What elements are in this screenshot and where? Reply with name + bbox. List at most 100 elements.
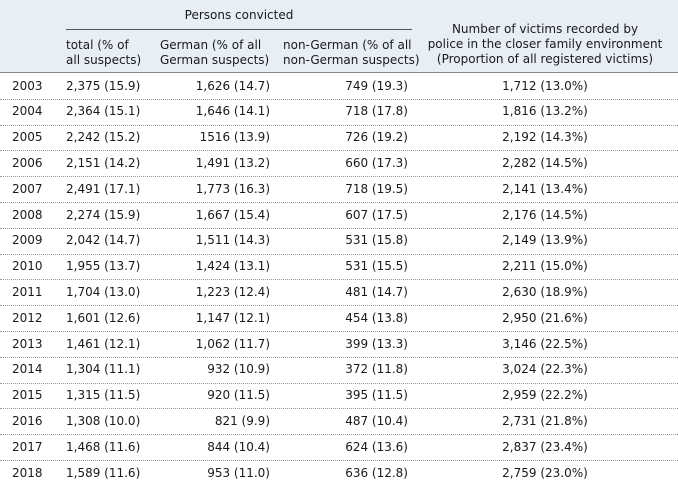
data-cell: 2,630 (18.9%) [502,284,588,299]
row-separator [0,176,678,177]
data-cell: 1,461 (12.1) [66,336,141,351]
data-cell: 2,149 (13.9%) [502,233,588,248]
data-cell: 2,141 (13.4%) [502,181,588,196]
row-separator [0,202,678,203]
data-cell: 1,147 (12.1) [195,310,270,325]
header-background [0,0,678,72]
data-cell: 531 (15.5) [345,259,408,274]
data-cell: 1,955 (13.7) [66,259,141,274]
data-cell: 718 (19.5) [345,181,408,196]
data-cell: 920 (11.5) [207,388,270,403]
year-cell: 2018 [12,465,43,480]
data-cell: 2,731 (21.8%) [502,413,588,428]
data-cell: 726 (19.2) [345,130,408,145]
data-cell: 2,282 (14.5%) [502,155,588,170]
column-header: police in the closer family environment [427,37,663,51]
data-cell: 2,192 (14.3%) [502,130,588,145]
year-cell: 2013 [12,336,43,351]
data-cell: 3,146 (22.5%) [502,336,588,351]
column-header: total (% of [66,38,129,52]
column-header: German suspects) [160,53,270,67]
data-cell: 2,364 (15.1) [66,104,141,119]
data-cell: 660 (17.3) [345,155,408,170]
data-cell: 624 (13.6) [345,439,408,454]
data-cell: 1,712 (13.0%) [502,78,588,93]
data-cell: 2,211 (15.0%) [502,259,588,274]
data-cell: 3,024 (22.3%) [502,362,588,377]
data-cell: 2,950 (21.6%) [502,310,588,325]
column-header: German (% of all [160,38,262,52]
year-cell: 2014 [12,362,43,377]
data-cell: 1,315 (11.5) [66,388,141,403]
data-cell: 372 (11.8) [345,362,408,377]
data-cell: 749 (19.3) [345,78,408,93]
row-separator [0,460,678,461]
year-cell: 2007 [12,181,43,196]
data-cell: 2,959 (22.2%) [502,388,588,403]
year-cell: 2011 [12,284,43,299]
data-cell: 2,375 (15.9) [66,78,141,93]
year-cell: 2003 [12,78,43,93]
year-cell: 2006 [12,155,43,170]
data-cell: 1,589 (11.6) [66,465,141,480]
column-header: non-German (% of all [283,38,412,52]
column-header: (Proportion of all registered victims) [436,52,654,66]
data-cell: 1,223 (12.4) [195,284,270,299]
data-cell: 1,491 (13.2) [195,155,270,170]
row-separator [0,305,678,306]
group-header: Persons convicted [184,8,294,22]
column-header: non-German suspects) [283,53,420,67]
data-cell: 2,242 (15.2) [66,130,141,145]
column-header: all suspects) [66,53,142,67]
year-cell: 2009 [12,233,43,248]
data-cell: 1,667 (15.4) [195,207,270,222]
row-separator [0,279,678,280]
row-separator [0,254,678,255]
row-separator [0,434,678,435]
row-separator [0,408,678,409]
data-cell: 399 (13.3) [345,336,408,351]
data-cell: 2,837 (23.4%) [502,439,588,454]
data-cell: 844 (10.4) [207,439,270,454]
data-cell: 953 (11.0) [207,465,270,480]
row-separator [0,383,678,384]
data-cell: 2,759 (23.0%) [502,465,588,480]
year-cell: 2016 [12,413,43,428]
year-cell: 2015 [12,388,43,403]
data-cell: 1,304 (11.1) [66,362,141,377]
row-separator [0,357,678,358]
data-cell: 454 (13.8) [345,310,408,325]
data-cell: 2,176 (14.5%) [502,207,588,222]
row-separator [0,99,678,100]
row-separator [0,150,678,151]
data-cell: 2,274 (15.9) [66,207,141,222]
year-cell: 2012 [12,310,43,325]
data-cell: 1,704 (13.0) [66,284,141,299]
data-cell: 395 (11.5) [345,388,408,403]
data-cell: 1,601 (12.6) [66,310,141,325]
group-underline [66,29,412,30]
year-cell: 2004 [12,104,43,119]
data-cell: 1,424 (13.1) [195,259,270,274]
year-cell: 2008 [12,207,43,222]
data-cell: 1,062 (11.7) [195,336,270,351]
column-header: Number of victims recorded by [451,22,639,36]
data-cell: 2,151 (14.2) [66,155,141,170]
data-cell: 2,491 (17.1) [66,181,141,196]
data-cell: 1,468 (11.6) [66,439,141,454]
year-cell: 2005 [12,130,43,145]
year-cell: 2010 [12,259,43,274]
data-cell: 821 (9.9) [214,413,270,428]
data-cell: 1,816 (13.2%) [502,104,588,119]
data-cell: 607 (17.5) [345,207,408,222]
data-cell: 2,042 (14.7) [66,233,141,248]
header-rule [0,72,678,73]
data-cell: 636 (12.8) [345,465,408,480]
data-cell: 1,773 (16.3) [195,181,270,196]
data-cell: 1,308 (10.0) [66,413,141,428]
data-cell: 718 (17.8) [345,104,408,119]
data-cell: 932 (10.9) [207,362,270,377]
row-separator [0,331,678,332]
data-cell: 1516 (13.9) [199,130,270,145]
